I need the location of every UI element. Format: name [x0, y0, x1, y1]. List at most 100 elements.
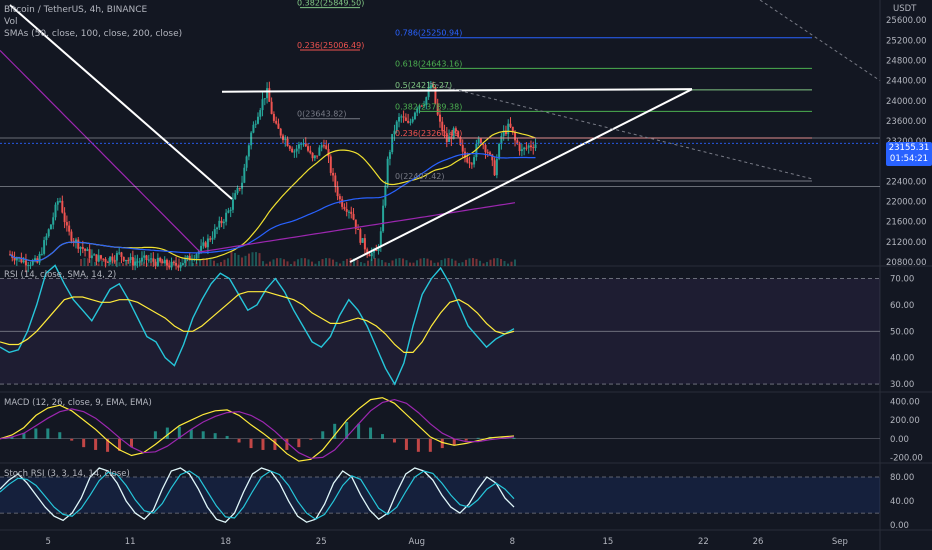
candlestick [418, 105, 421, 109]
macd-histogram-bar [201, 431, 205, 439]
candlestick [184, 258, 187, 264]
macd-pane-label[interactable]: MACD (12, 26, close, 9, EMA, EMA) [4, 398, 152, 408]
volume-bar [335, 261, 338, 266]
candlestick [161, 261, 164, 264]
candlestick [150, 258, 153, 260]
macd-histogram-bar [309, 438, 313, 440]
macd-histogram-bar [369, 427, 373, 439]
volume-bar [290, 263, 292, 266]
volume-bar [356, 259, 359, 266]
candlestick [527, 145, 530, 148]
volume-bar [199, 259, 201, 266]
last-price-tag: 23155.31 01:54:21 [886, 142, 932, 166]
price-tick-label: 22400.00 [886, 177, 927, 187]
macd-histogram-bar [225, 435, 229, 439]
volume-bar [381, 259, 383, 266]
macd-histogram-bar [106, 438, 110, 452]
candlestick [516, 140, 519, 144]
candlestick [407, 120, 410, 123]
fib-level-label: 0.382(23789.38) [395, 102, 462, 111]
volume-bar [430, 260, 432, 266]
volume-bar [402, 258, 404, 266]
volume-bar [447, 258, 450, 266]
candlestick [304, 143, 307, 147]
volume-bar [269, 261, 271, 266]
candlestick [338, 196, 341, 200]
volume-bar [108, 258, 110, 266]
price-tick-label: 24000.00 [886, 97, 927, 107]
vol-label[interactable]: Vol [4, 17, 18, 27]
volume-bar [398, 258, 401, 266]
candlestick [109, 256, 112, 262]
candlestick [318, 147, 321, 156]
volume-bar [391, 260, 394, 266]
volume-bar [325, 258, 327, 266]
macd-histogram-bar [416, 438, 420, 452]
candlestick [272, 113, 275, 121]
candlestick [129, 257, 132, 260]
volume-bar [216, 263, 219, 266]
macd-histogram-bar [285, 438, 289, 450]
candlestick [179, 264, 182, 268]
candlestick [382, 205, 385, 232]
candlestick [420, 105, 423, 107]
macd-histogram-bar [512, 437, 516, 439]
candlestick [143, 255, 146, 258]
fib2-level-label: 0.236(25006.49) [297, 41, 364, 50]
symbol-title[interactable]: Bitcoin / TetherUS, 4h, BINANCE [4, 5, 148, 15]
candlestick [525, 147, 528, 149]
candlestick [370, 252, 373, 257]
candlestick [163, 259, 166, 264]
macd-histogram-bar [34, 428, 38, 439]
candlestick [532, 147, 535, 149]
macd-histogram-bar [70, 438, 74, 441]
candlestick [147, 259, 150, 261]
candlestick [377, 246, 380, 252]
volume-bar [94, 261, 96, 266]
volume-bar [514, 259, 516, 266]
volume-bar [489, 259, 492, 266]
volume-bar [500, 259, 502, 266]
candlestick [177, 265, 180, 268]
volume-bar [461, 262, 464, 266]
stoch-pane-label[interactable]: Stoch RSI (3, 3, 14, 14, close) [4, 469, 130, 479]
candlestick [186, 255, 189, 259]
candlestick [400, 116, 403, 118]
candlestick [329, 156, 332, 173]
price-tick-label: 24800.00 [886, 56, 927, 66]
sma-label[interactable]: SMAs (50, close, 100, close, 200, close) [4, 29, 183, 39]
rsi-tick-label: 70.00 [890, 275, 914, 285]
candlestick [518, 143, 521, 152]
macd-histogram-bar [440, 438, 444, 449]
fib-level-label: 0.236(23261.49) [395, 129, 462, 138]
fib-level-label: 0.786(25250.94) [395, 29, 462, 38]
candlestick [375, 249, 378, 252]
volume-bar [374, 258, 376, 266]
rsi-tick-label: 30.00 [890, 380, 914, 390]
candlestick [470, 163, 473, 165]
candlestick [152, 258, 155, 262]
candlestick [43, 240, 46, 254]
rsi-pane-label[interactable]: RSI (14, close, SMA, 14, 2) [4, 270, 117, 280]
stoch-d-line [0, 470, 515, 520]
candlestick [279, 128, 282, 136]
candlestick [357, 228, 360, 230]
rsi-tick-label: 60.00 [890, 301, 914, 311]
candlestick [523, 147, 526, 150]
candlestick [111, 256, 114, 261]
volume-bar [195, 262, 198, 266]
candlestick [313, 155, 316, 159]
candlestick [106, 261, 109, 263]
macd-signal-line [0, 398, 515, 459]
volume-bar [167, 262, 170, 266]
candlestick [293, 151, 296, 153]
candlestick [47, 229, 50, 237]
sma-100-line [9, 152, 536, 262]
rsi-tick-label: 50.00 [890, 327, 914, 337]
candlestick [345, 209, 348, 212]
volume-bar [388, 262, 390, 266]
fib2-level-label: 0(23643.82) [297, 110, 347, 119]
candlestick [52, 217, 55, 225]
volume-bar [304, 258, 306, 266]
